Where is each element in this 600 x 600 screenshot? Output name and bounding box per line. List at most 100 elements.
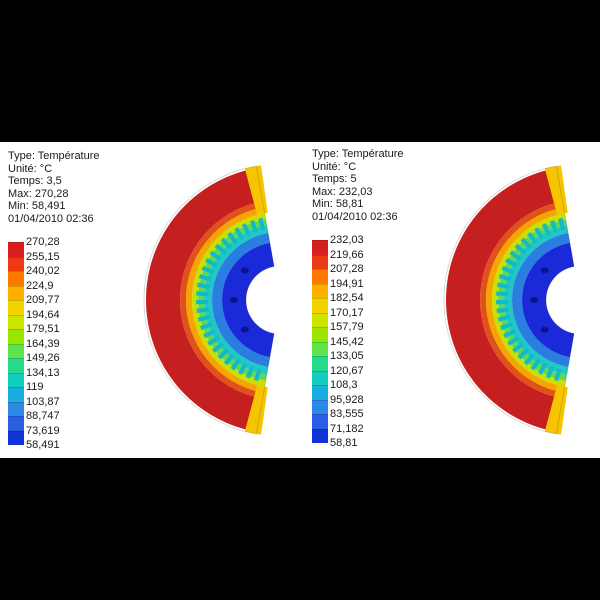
legend-value: 219,66 — [330, 248, 364, 261]
legend-value: 255,15 — [26, 250, 60, 263]
legend-row: 170,17 — [312, 307, 402, 327]
legend-swatch — [8, 343, 24, 358]
legend-value: 73,619 — [26, 424, 60, 437]
cut-edge-bottom — [244, 385, 268, 435]
vent-tooth — [200, 322, 213, 331]
friction-ring-hot — [146, 168, 263, 432]
legend-swatch — [312, 327, 328, 342]
vent-tooth — [254, 368, 262, 382]
legend-value: 103,87 — [26, 395, 60, 408]
date-label: 01/04/2010 02:36 — [8, 212, 94, 225]
legend-row: 270,28 — [8, 236, 98, 257]
legend-row: 179,51 — [8, 323, 98, 344]
vent-tooth — [217, 348, 230, 360]
max-label: Max: 232,03 — [312, 185, 373, 198]
vent-tooth — [201, 265, 215, 275]
legend-row: 73,619 — [8, 425, 98, 445]
unit-label: Unité: °C — [312, 160, 357, 173]
legend-swatch — [8, 300, 24, 315]
legend-swatch — [8, 401, 24, 416]
min-label: Min: 58,491 — [8, 200, 66, 213]
legend-value: 134,13 — [26, 366, 60, 379]
legend-swatch — [8, 372, 24, 387]
vent-tooth — [198, 274, 212, 282]
legend-row: 194,64 — [8, 309, 98, 329]
legend-swatch — [312, 269, 328, 284]
vent-tooth — [520, 237, 532, 250]
legend-swatch — [312, 240, 328, 255]
legend-row: 88,747 — [8, 410, 98, 431]
vent-tooth — [209, 250, 222, 261]
legend-value: 157,79 — [330, 321, 364, 333]
vent-tooth — [212, 342, 225, 353]
cut-edge-top — [544, 165, 568, 215]
legend-row: 219,66 — [312, 249, 402, 269]
legend-row: 133,05 — [312, 350, 402, 371]
vent-tooth — [530, 358, 541, 371]
legend-value: 133,05 — [330, 350, 364, 362]
time-label: Temps: 3,5 — [8, 175, 62, 188]
vent-tooth — [249, 220, 258, 233]
screenshot-frame: Type: Température Unité: °C Temps: 3,5 M… — [0, 142, 600, 458]
vent-tooth — [545, 365, 555, 379]
legend-value: 95,928 — [330, 393, 364, 406]
legend-value: 207,28 — [330, 263, 364, 275]
vent-tooth — [558, 217, 566, 231]
legend-value: 240,02 — [26, 265, 60, 277]
vent-tooth — [523, 353, 535, 366]
vent-tooth — [501, 265, 515, 275]
vent-tooth — [207, 336, 220, 346]
legend-value: 119 — [26, 381, 44, 393]
legend-row: 95,928 — [312, 394, 402, 414]
legend-row: 255,15 — [8, 251, 98, 271]
result-info: Type: Température Unité: °C Temps: 3,5 M… — [8, 150, 100, 226]
legend-swatch — [8, 387, 24, 402]
vent-tooth — [500, 322, 513, 331]
min-label: Min: 58,81 — [312, 198, 364, 211]
disc-outline — [143, 165, 275, 435]
hub-mounting-face — [221, 242, 275, 358]
color-legend: 270,28 255,15 240,02 224,9 209,77 194,64 179,5… — [8, 236, 98, 451]
vent-tooth — [214, 243, 227, 255]
legend-row: 240,02 — [8, 265, 98, 286]
legend-value: 194,91 — [330, 277, 364, 290]
legend-row: 164,39 — [8, 338, 98, 358]
brake-disc-render — [143, 165, 275, 435]
hub-mounting-face — [522, 242, 575, 358]
legend-row: 120,67 — [312, 365, 402, 385]
vent-tooth — [196, 307, 209, 314]
legend-value: 88,747 — [26, 410, 60, 422]
unit-label: Unité: °C — [8, 162, 53, 175]
time-label: Temps: 5 — [312, 173, 357, 186]
bolt-hole — [240, 267, 249, 274]
legend-row: 83,555 — [312, 408, 402, 429]
hat-cyan-band — [204, 225, 269, 375]
legend-swatch — [312, 254, 328, 269]
vent-tooth — [203, 329, 216, 339]
legend-value: 164,39 — [26, 337, 60, 350]
legend-swatch — [312, 341, 328, 356]
legend-swatch — [8, 416, 24, 431]
vent-tooth — [497, 282, 510, 289]
vent-tooth — [227, 232, 238, 245]
legend-swatch — [312, 399, 328, 414]
legend-swatch — [312, 356, 328, 371]
hat-blue-band — [211, 233, 270, 367]
legend-row: 71,182 — [312, 423, 402, 443]
vent-tooth — [527, 232, 538, 245]
brake-disc-render — [443, 165, 575, 435]
vent-tooth — [538, 362, 548, 375]
color-legend: 232,03 219,66 207,28 194,91 182,54 170,17 157,… — [312, 234, 402, 449]
legend-swatch — [8, 285, 24, 300]
legend-row: 207,28 — [312, 263, 402, 284]
legend-value: 58,81 — [330, 437, 358, 449]
legend-row: 134,13 — [8, 367, 98, 387]
type-label: Type: Température — [312, 148, 404, 160]
legend-value: 120,67 — [330, 364, 364, 377]
vent-tooth — [205, 258, 218, 268]
date-label: 01/04/2010 02:36 — [312, 210, 398, 223]
legend-row: 149,26 — [8, 352, 98, 373]
vent-tooth — [503, 329, 516, 339]
legend-value: 145,42 — [330, 335, 364, 348]
vent-tooth — [498, 274, 512, 282]
